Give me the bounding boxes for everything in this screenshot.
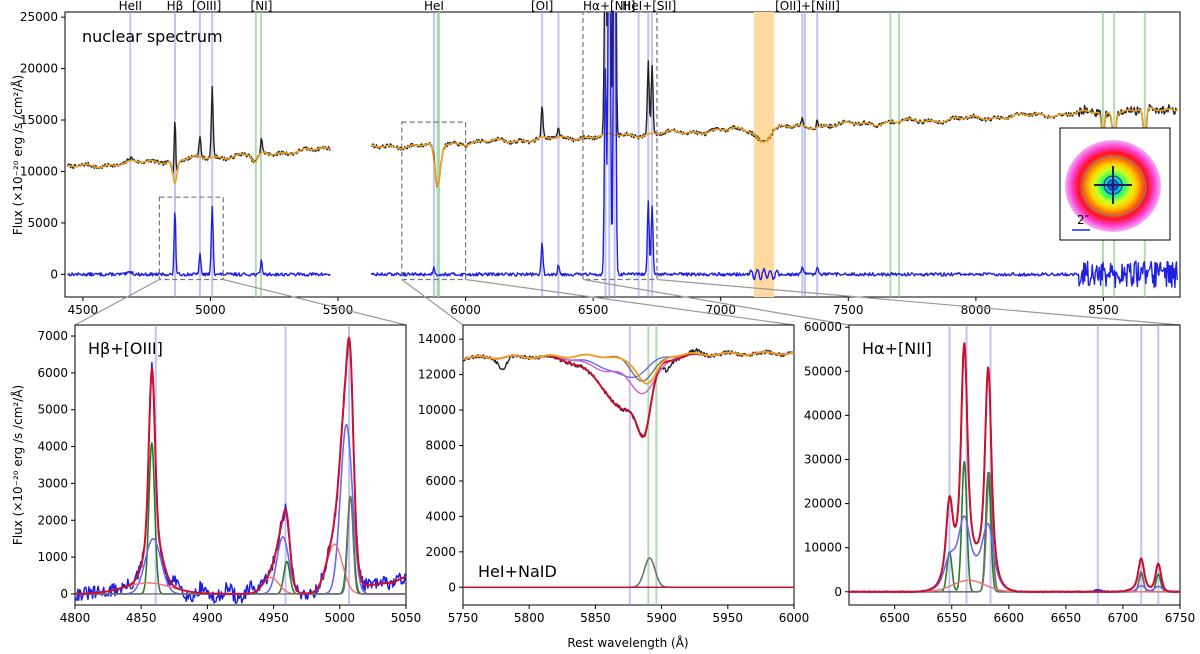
zoom-connector-right — [656, 278, 1181, 326]
nuclear-spectrum-panel: 4500 5000 5500 6000 6500 7000 7500 8000 85000500… — [10, 0, 1181, 317]
y-tick-label: 5000 — [27, 216, 58, 230]
x-tick-label: 8000 — [961, 303, 992, 317]
y-tick-label: 14000 — [418, 332, 456, 346]
x-tick-label: 5000 — [325, 611, 356, 625]
y-tick-label: 5000 — [37, 403, 68, 417]
emission-line-label: [OII]+[NiII] — [775, 0, 840, 13]
emission-residual-line — [370, 12, 1178, 289]
x-tick-label: 6650 — [1051, 611, 1082, 625]
x-tick-label: 4950 — [258, 611, 289, 625]
emission-line-label: Hβ — [167, 0, 184, 13]
top-panel-title: nuclear spectrum — [82, 27, 223, 46]
emission-line-label: [NI] — [251, 0, 273, 13]
galaxy-inset: 2″ — [1059, 127, 1171, 241]
x-tick-label: 7500 — [833, 303, 864, 317]
zoom-connector-left — [74, 278, 160, 326]
zoom-connector-left — [401, 279, 464, 326]
zoom-connector-right — [465, 278, 795, 326]
emission-line-label: HeI+[SII] — [622, 0, 676, 13]
x-tick-label: 5850 — [580, 611, 611, 625]
y-tick-label: 4000 — [425, 509, 456, 523]
naid-panel-title: HeI+NaID — [478, 562, 557, 581]
zoom-box — [158, 196, 224, 281]
y-tick-label: 50000 — [804, 364, 842, 378]
y-tick-label: 3000 — [37, 476, 68, 490]
x-tick-label: 6750 — [1165, 611, 1196, 625]
y-tick-label: 20000 — [804, 497, 842, 511]
x-tick-label: 5950 — [713, 611, 744, 625]
y-tick-label: 0 — [60, 587, 68, 601]
y-tick-label: 6000 — [425, 474, 456, 488]
emission-line-label: HeII — [119, 0, 142, 13]
x-tick-label: 6500 — [879, 611, 910, 625]
y-tick-label: 7000 — [37, 329, 68, 343]
y-tick-label: 2000 — [37, 513, 68, 527]
top-y-axis-label: Flux (×10⁻²⁰ erg /s /cm²/Å) — [10, 75, 25, 235]
zoom-connector-right — [223, 278, 407, 326]
emission-line-label: [OI] — [531, 0, 553, 13]
x-tick-label: 5750 — [448, 611, 479, 625]
x-tick-label: 5050 — [391, 611, 422, 625]
top-axes-frame — [64, 11, 1181, 298]
hbeta-total-fit — [75, 336, 406, 595]
y-tick-label: 30000 — [804, 452, 842, 466]
x-tick-label: 5800 — [514, 611, 545, 625]
y-tick-label: 12000 — [418, 368, 456, 382]
y-tick-label: 0 — [448, 580, 456, 594]
x-tick-label: 6000 — [450, 303, 481, 317]
zoom-connectors — [74, 278, 1181, 326]
x-tick-label: 5000 — [195, 303, 226, 317]
x-tick-label: 6500 — [578, 303, 609, 317]
hbeta-oiii-panel: 4800 4850 4900 4950 5000 5050 0 1000 2000 3000 400… — [10, 324, 422, 625]
x-tick-label: 4850 — [126, 611, 157, 625]
stellar-model-line — [370, 106, 1178, 187]
y-tick-label: 10000 — [418, 403, 456, 417]
x-tick-label: 6000 — [779, 611, 810, 625]
x-tick-label: 4500 — [68, 303, 99, 317]
y-tick-label: 15000 — [20, 113, 58, 127]
hbeta-panel-title: Hβ+[OIII] — [88, 339, 163, 358]
zoom-box — [401, 121, 467, 281]
y-tick-label: 10000 — [804, 541, 842, 555]
hei-naid-panel: 5750 5800 5850 5900 5950 6000 0 2000 4000 6000 800… — [418, 324, 810, 650]
y-tick-label: 0 — [834, 585, 842, 599]
y-tick-label: 6000 — [37, 366, 68, 380]
emission-residual-line — [67, 205, 331, 277]
x-tick-label: 4900 — [192, 611, 223, 625]
y-tick-label: 1000 — [37, 550, 68, 564]
x-tick-label: 6600 — [994, 611, 1025, 625]
naid-stellar-model — [463, 351, 794, 385]
emission-line-label: [OIII] — [192, 0, 221, 13]
emission-line-label: HeI — [424, 0, 444, 13]
x-tick-label: 8500 — [1088, 303, 1119, 317]
y-tick-label: 60000 — [804, 320, 842, 334]
stellar-model-line — [67, 146, 331, 184]
x-tick-label: 6550 — [936, 611, 967, 625]
halpha-panel-title: Hα+[NII] — [862, 339, 932, 358]
y-tick-label: 20000 — [20, 62, 58, 76]
x-tick-label: 4800 — [60, 611, 91, 625]
y-tick-label: 8000 — [425, 439, 456, 453]
y-tick-label: 40000 — [804, 408, 842, 422]
y-tick-label: 2000 — [425, 545, 456, 559]
y-tick-label: 0 — [50, 267, 58, 281]
x-tick-label: 5900 — [646, 611, 677, 625]
bottom-y-axis-label: Flux (×10⁻²⁰ erg /s /cm²/Å) — [10, 385, 25, 545]
emission-line-label: Hα+[NII] — [583, 0, 635, 13]
x-axis-label: Rest wavelength (Å) — [567, 635, 688, 650]
y-tick-label: 25000 — [20, 10, 58, 24]
halpha-total-fit — [849, 342, 1180, 593]
y-tick-label: 4000 — [37, 440, 68, 454]
zoom-box — [582, 12, 658, 281]
telluric-band — [753, 12, 775, 297]
zoom-connector-left — [582, 278, 850, 326]
x-tick-label: 6700 — [1108, 611, 1139, 625]
y-tick-label: 10000 — [20, 164, 58, 178]
inset-scale-label: 2″ — [1077, 213, 1090, 227]
halpha-nii-panel: 6500 6550 6600 6650 6700 6750 0 10000 20000 30000… — [804, 320, 1195, 625]
